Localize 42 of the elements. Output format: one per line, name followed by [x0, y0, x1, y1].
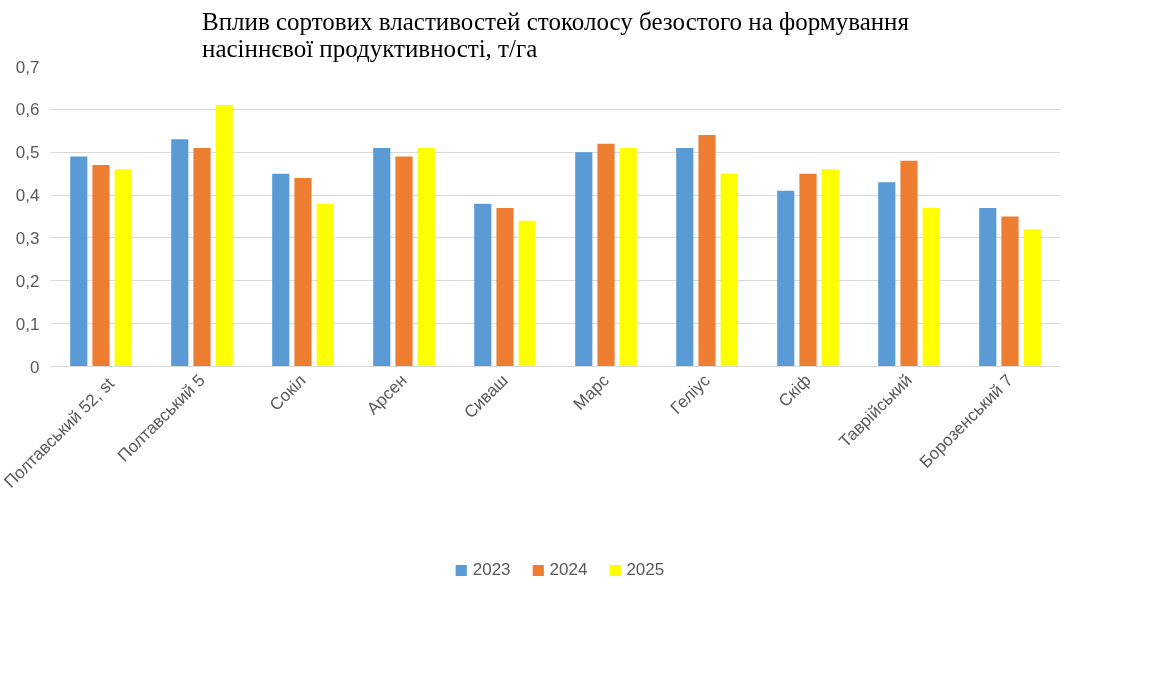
bar — [474, 203, 492, 367]
bar — [777, 190, 795, 367]
bar — [171, 139, 189, 367]
y-tick-label: 0,5 — [15, 143, 40, 163]
bar — [720, 173, 738, 367]
bar — [799, 173, 817, 367]
bar — [294, 177, 312, 367]
bar — [70, 156, 88, 367]
bar — [676, 147, 694, 367]
bar — [619, 147, 637, 367]
y-tick-label: 0,6 — [15, 100, 40, 120]
bar — [496, 207, 514, 367]
bar — [922, 207, 940, 367]
bar — [518, 220, 536, 367]
bar — [575, 152, 593, 367]
legend-label: 2025 — [626, 560, 665, 581]
legend-label: 2023 — [472, 560, 511, 581]
bar — [417, 147, 435, 367]
bar — [272, 173, 290, 367]
bar — [1023, 229, 1041, 367]
y-tick-label: 0 — [30, 357, 40, 377]
y-tick-label: 0,4 — [15, 186, 40, 206]
y-tick-label: 0,3 — [15, 228, 40, 248]
bar — [373, 147, 391, 367]
bar — [114, 169, 132, 367]
bar — [900, 160, 918, 367]
bar — [878, 182, 896, 367]
bar — [821, 169, 839, 367]
bar — [215, 105, 233, 367]
bar — [92, 165, 110, 367]
bar — [316, 203, 334, 367]
bar — [1001, 216, 1019, 367]
bar — [979, 207, 997, 367]
bar — [698, 135, 716, 367]
bar — [395, 156, 413, 367]
bar — [193, 147, 211, 367]
legend-label: 2024 — [549, 560, 588, 581]
y-tick-label: 0,2 — [15, 271, 40, 291]
chart-title: Вплив сортових властивостей стоколосу безостого на формування насіннєвої продуктивності, т/га — [202, 7, 910, 62]
bar — [597, 143, 615, 367]
y-tick-label: 0,7 — [15, 57, 40, 77]
y-tick-label: 0,1 — [15, 314, 40, 334]
